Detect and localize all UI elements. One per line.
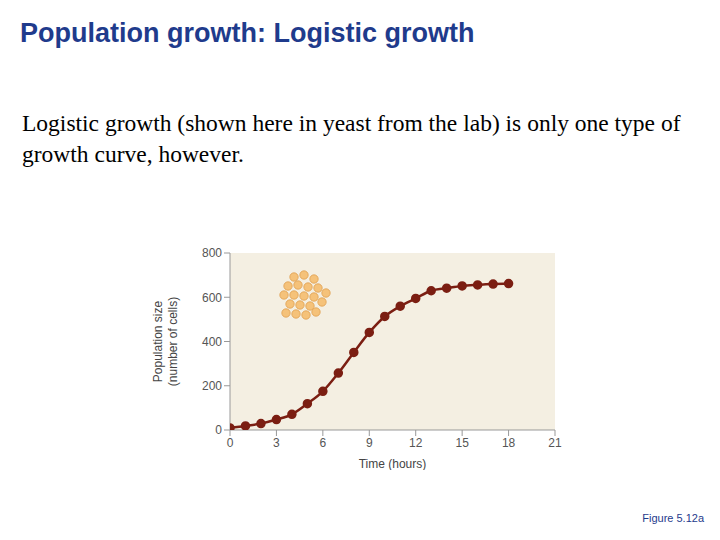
svg-text:15: 15: [455, 436, 469, 450]
svg-text:9: 9: [366, 436, 373, 450]
svg-text:0: 0: [227, 436, 234, 450]
svg-text:3: 3: [273, 436, 280, 450]
html-text:Figure 5.12a: Figure 5.12a: [642, 512, 704, 524]
svg-text:Population size(number of cell: Population size(number of cells): [151, 297, 180, 386]
svg-text:6: 6: [320, 436, 327, 450]
svg-text:600: 600: [202, 291, 222, 305]
svg-text:21: 21: [548, 436, 562, 450]
svg-text:18: 18: [502, 436, 516, 450]
html-text:Logistic growth (shown here in: Logistic growth (shown here in yeast fro…: [22, 110, 681, 167]
svg-text:Time (hours): Time (hours): [359, 457, 427, 470]
html-text:Population growth: Logistic gr: Population growth: Logistic growth: [20, 18, 475, 48]
svg-text:0: 0: [215, 423, 222, 437]
svg-text:400: 400: [202, 335, 222, 349]
svg-text:12: 12: [409, 436, 423, 450]
svg-text:200: 200: [202, 379, 222, 393]
svg-text:800: 800: [202, 246, 222, 260]
